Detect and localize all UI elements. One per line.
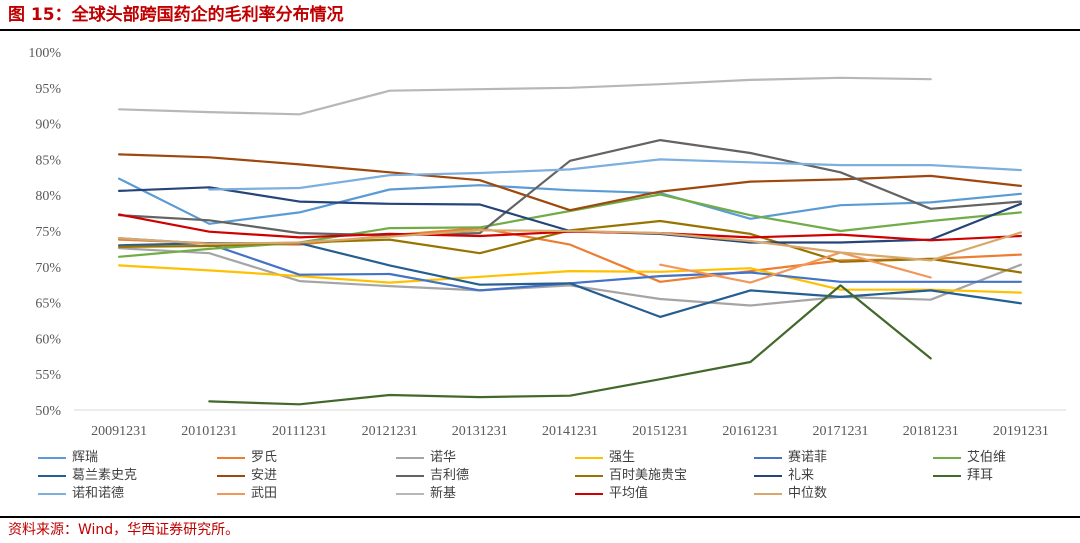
legend-item-8: 安进 xyxy=(217,467,396,485)
series-line-7 xyxy=(118,242,1022,318)
x-tick-label: 20161231 xyxy=(722,424,778,439)
legend-item-10: 百时美施贵宝 xyxy=(575,467,754,485)
x-axis-labels: 20091231 20101231 20111231 20121231 20131231… xyxy=(91,424,1049,439)
x-tick-label: 20131231 xyxy=(452,424,508,439)
x-tick-label: 20171231 xyxy=(813,424,869,439)
legend-swatch xyxy=(933,456,961,460)
x-tick-label: 20151231 xyxy=(632,424,688,439)
legend-swatch xyxy=(217,474,245,478)
series-lines xyxy=(118,76,1022,406)
legend-swatch xyxy=(575,456,603,460)
series-line-13 xyxy=(208,158,1022,191)
chart-legend: 辉瑞 罗氏 诺华 强生 赛诺菲 艾伯维葛兰素史克 安进 吉利德 百时美施贵宝 礼来 拜耳诺和诺德 武田… xyxy=(38,449,1041,503)
legend-swatch xyxy=(754,492,782,496)
legend-label: 拜耳 xyxy=(967,468,994,483)
x-tick-label: 20141231 xyxy=(542,424,598,439)
series-line-17 xyxy=(118,229,1022,262)
legend-swatch xyxy=(396,492,424,496)
x-tick-label: 20111231 xyxy=(272,424,327,439)
series-line-4 xyxy=(118,264,1022,294)
legend-item-4: 强生 xyxy=(575,449,754,467)
y-tick-label: 60% xyxy=(35,332,61,347)
legend-label: 辉瑞 xyxy=(72,450,99,465)
legend-swatch xyxy=(38,492,66,496)
series-line-14 xyxy=(659,251,932,284)
legend-label: 诺华 xyxy=(430,450,457,465)
legend-label: 中位数 xyxy=(788,486,828,501)
legend-label: 葛兰素史克 xyxy=(72,468,138,483)
x-tick-label: 20191231 xyxy=(993,424,1049,439)
legend-item-7: 葛兰素史克 xyxy=(38,467,217,485)
legend-label: 艾伯维 xyxy=(967,450,1007,465)
legend-label: 强生 xyxy=(609,450,636,465)
y-tick-label: 95% xyxy=(35,82,61,97)
legend-item-5: 赛诺菲 xyxy=(754,449,933,467)
legend-label: 吉利德 xyxy=(430,468,470,483)
legend-item-6: 艾伯维 xyxy=(933,449,1041,467)
legend-swatch xyxy=(38,456,66,460)
legend-label: 安进 xyxy=(251,468,278,483)
x-tick-label: 20121231 xyxy=(362,424,418,439)
legend-swatch xyxy=(217,492,245,496)
legend-swatch xyxy=(754,474,782,478)
legend-item-15: 新基 xyxy=(396,485,575,503)
y-tick-label: 100% xyxy=(28,46,61,61)
series-line-8 xyxy=(118,153,1022,212)
legend-item-9: 吉利德 xyxy=(396,467,575,485)
y-tick-label: 50% xyxy=(35,404,61,419)
legend-swatch xyxy=(933,474,961,478)
y-tick-label: 55% xyxy=(35,368,61,383)
figure-caption: 图 15：全球头部跨国药企的毛利率分布情况 xyxy=(8,5,344,25)
y-tick-label: 70% xyxy=(35,261,61,276)
legend-swatch xyxy=(396,474,424,478)
legend-swatch xyxy=(396,456,424,460)
source-divider xyxy=(0,516,1080,518)
legend-item-3: 诺华 xyxy=(396,449,575,467)
x-tick-label: 20181231 xyxy=(903,424,959,439)
legend-swatch xyxy=(754,456,782,460)
y-tick-label: 85% xyxy=(35,153,61,168)
series-line-1 xyxy=(118,177,1022,225)
legend-item-16: 平均值 xyxy=(575,485,754,503)
legend-label: 武田 xyxy=(251,486,278,501)
legend-item-13: 诺和诺德 xyxy=(38,485,217,503)
legend-swatch xyxy=(217,456,245,460)
legend-item-14: 武田 xyxy=(217,485,396,503)
legend-swatch xyxy=(575,474,603,478)
x-tick-label: 20091231 xyxy=(91,424,147,439)
y-tick-label: 65% xyxy=(35,297,61,312)
legend-item-2: 罗氏 xyxy=(217,449,396,467)
legend-label: 赛诺菲 xyxy=(788,450,828,465)
legend-item-12: 拜耳 xyxy=(933,467,1041,485)
legend-label: 罗氏 xyxy=(251,450,278,465)
series-line-3 xyxy=(118,247,1022,307)
legend-label: 诺和诺德 xyxy=(72,486,125,501)
legend-label: 百时美施贵宝 xyxy=(609,468,688,483)
legend-label: 新基 xyxy=(430,486,457,501)
series-line-9 xyxy=(118,139,1022,237)
series-line-15 xyxy=(118,76,932,116)
legend-item-1: 辉瑞 xyxy=(38,449,217,467)
x-tick-label: 20101231 xyxy=(181,424,237,439)
y-tick-label: 90% xyxy=(35,118,61,133)
y-tick-label: 75% xyxy=(35,225,61,240)
legend-item-17: 中位数 xyxy=(754,485,933,503)
legend-label: 平均值 xyxy=(609,486,649,501)
line-chart: 100% 95% 90% 85% 80% 75% 70% 65% 60% 55% 50% 200912… xyxy=(28,46,1066,439)
legend-label: 礼来 xyxy=(788,468,815,483)
y-axis-labels: 100% 95% 90% 85% 80% 75% 70% 65% 60% 55% 50% xyxy=(28,46,61,419)
series-line-12 xyxy=(208,284,932,406)
y-tick-label: 80% xyxy=(35,189,61,204)
legend-swatch xyxy=(38,474,66,478)
source-note: 资料来源：Wind，华西证券研究所。 xyxy=(8,522,240,538)
caption-divider xyxy=(0,29,1080,31)
legend-item-11: 礼来 xyxy=(754,467,933,485)
legend-swatch xyxy=(575,492,603,496)
